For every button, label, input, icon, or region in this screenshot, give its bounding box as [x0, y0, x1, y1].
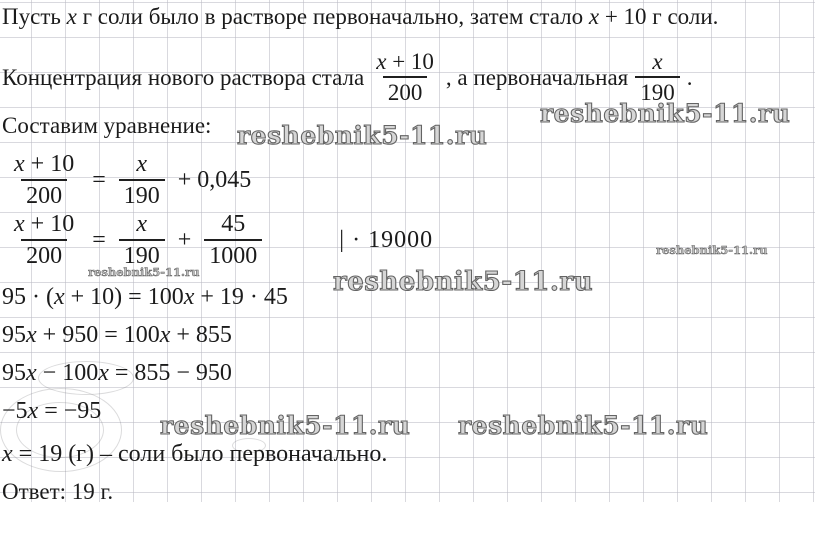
fraction-x-over-190: x 190 [118, 151, 165, 209]
equation-4: 95 x + 950 = 100 x + 855 [2, 322, 232, 348]
fraction-x-plus-10-over-200: x + 10 200 [9, 152, 79, 209]
fraction-numerator: x [136, 211, 148, 237]
text-segment: Концентрация нового раствора стала [2, 64, 365, 90]
watermark: reshebnik5-11.ru [88, 265, 200, 280]
text-segment: = 19 (г) – соли было первоначально. [12, 441, 388, 467]
fraction-x-plus-10-over-200: x + 10 200 [9, 212, 79, 269]
fraction-45-over-1000: 45 1000 [204, 211, 263, 269]
fraction-x-plus-10-over-200: x + 10 200 [371, 50, 439, 105]
fraction-denominator: 200 [21, 179, 68, 209]
watermark: reshebnik5-11.ru [236, 120, 488, 150]
text-segment: + 10) = 100 [64, 284, 184, 310]
fraction-denominator: 190 [118, 179, 165, 209]
equation-5: 95 x − 100 x = 855 − 950 [2, 360, 232, 386]
multiply-both-sides-note: | · 19000 [339, 227, 434, 254]
equals-sign: = [92, 167, 106, 194]
text-segment: Ответ: 19 г. [2, 479, 114, 504]
watermark: reshebnik5-11.ru [332, 266, 594, 297]
fraction-denominator: 1000 [204, 239, 263, 269]
grid-paper-background [0, 0, 815, 502]
fraction-x-over-190: x 190 [635, 50, 680, 105]
solution-line-1: Пусть x г соли было в растворе первонача… [2, 4, 718, 29]
text-segment: Составим уравнение: [2, 113, 212, 138]
variable-x: x [2, 441, 13, 467]
equation-6: −5 x = −95 [2, 398, 101, 424]
text-segment: Пусть [2, 4, 67, 29]
equation-1: x + 10 200 = x 190 + 0,045 [2, 152, 257, 209]
text-segment: . [686, 64, 693, 90]
equation-2: x + 10 200 = x 190 + 45 1000 | · 19000 [2, 212, 433, 269]
fraction-numerator: x + 10 [14, 151, 75, 177]
fraction-x-over-190: x 190 [118, 211, 165, 269]
variable-x: x [588, 4, 600, 29]
text-segment: = −95 [38, 398, 102, 424]
watermark: reshebnik5-11.ru [159, 410, 411, 440]
watermark: reshebnik5-11.ru [656, 243, 768, 258]
variable-x: x [26, 360, 37, 386]
variable-x: x [53, 284, 65, 310]
watermark: reshebnik5-11.ru [457, 410, 709, 440]
equation-3: 95 · (x + 10) = 100 x + 19 · 45 [2, 284, 288, 310]
text-segment: −5 [2, 398, 28, 424]
variable-x: x [26, 322, 37, 348]
text-segment: г соли было в растворе первоначально, за… [76, 4, 589, 29]
variable-x: x [159, 322, 171, 348]
text-segment: 95 [2, 360, 26, 386]
text-segment: + 10 г соли. [599, 4, 719, 29]
result-line: x = 19 (г) – соли было первоначально. [2, 441, 387, 467]
plus-sign: + [177, 227, 192, 254]
text-segment: 95 · ( [2, 284, 54, 310]
watermark: reshebnik5-11.ru [539, 98, 791, 128]
variable-x: x [27, 398, 39, 424]
answer-line: Ответ: 19 г. [2, 479, 113, 504]
text-segment: − 100 [36, 360, 99, 386]
fraction-denominator: 200 [21, 239, 68, 269]
text-segment: = 855 − 950 [108, 360, 232, 386]
text-segment: + 19 · 45 [194, 284, 288, 310]
solution-line-2: Концентрация нового раствора стала x + 1… [2, 50, 693, 105]
variable-x: x [183, 284, 195, 310]
text-segment: , а первоначальная [445, 64, 629, 90]
variable-x: x [66, 4, 77, 29]
pencil-scribble [16, 402, 104, 458]
variable-x: x [98, 360, 109, 386]
fraction-numerator: 45 [221, 211, 246, 237]
pencil-scribble [232, 438, 266, 453]
fraction-numerator: x [652, 49, 663, 74]
pencil-scribble [38, 361, 134, 395]
fraction-denominator: 190 [635, 76, 680, 105]
fraction-numerator: x + 10 [14, 211, 75, 237]
text-segment: + 855 [170, 322, 232, 348]
text-segment: + 950 = 100 [36, 322, 160, 348]
equals-sign: = [92, 227, 106, 254]
fraction-denominator: 190 [118, 239, 165, 269]
text-segment: 95 [2, 322, 26, 348]
solution-line-3: Составим уравнение: [2, 113, 211, 138]
fraction-denominator: 200 [382, 76, 428, 105]
fraction-numerator: x + 10 [376, 49, 434, 74]
addend-0045: + 0,045 [177, 167, 252, 194]
fraction-numerator: x [136, 151, 148, 177]
